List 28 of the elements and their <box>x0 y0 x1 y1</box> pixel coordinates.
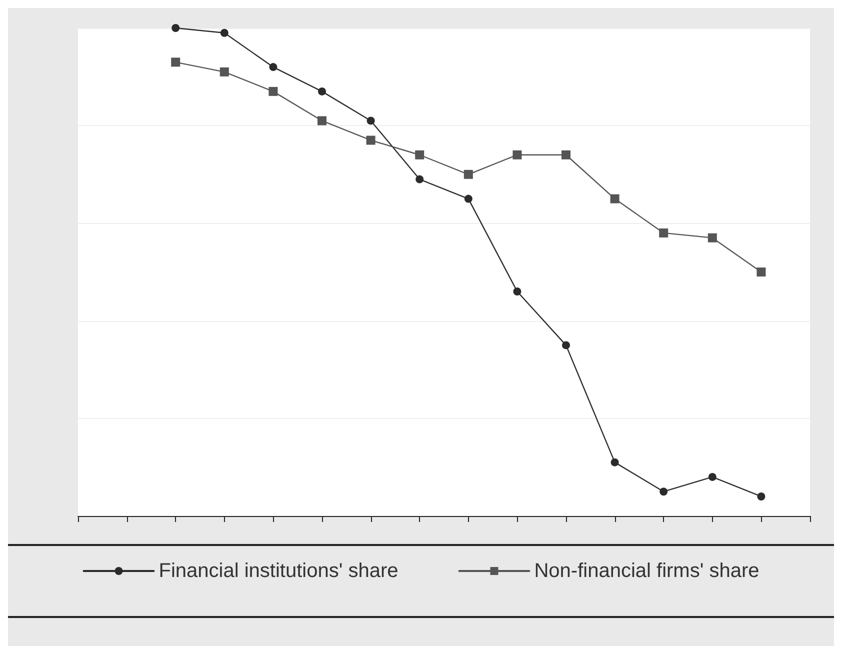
point <box>318 116 326 126</box>
point <box>220 67 229 76</box>
point <box>660 488 668 496</box>
point <box>220 28 228 37</box>
point <box>172 24 180 32</box>
point <box>757 492 766 500</box>
point <box>464 194 472 203</box>
point <box>756 268 766 276</box>
point <box>366 136 376 145</box>
point <box>416 175 424 184</box>
point <box>171 58 180 67</box>
legend-label: Financial institutions' share <box>158 560 398 582</box>
point <box>464 170 473 179</box>
point <box>512 150 522 160</box>
point <box>610 194 620 204</box>
point <box>415 150 424 160</box>
point <box>318 87 326 96</box>
point <box>708 233 717 242</box>
legend-label: Non-financial firms' share <box>534 560 760 582</box>
point <box>268 86 278 96</box>
point <box>269 63 278 72</box>
point <box>708 472 716 481</box>
point <box>562 150 570 160</box>
point <box>562 341 570 350</box>
point <box>610 458 619 466</box>
point <box>659 228 668 238</box>
point <box>366 116 375 125</box>
point <box>513 288 522 296</box>
